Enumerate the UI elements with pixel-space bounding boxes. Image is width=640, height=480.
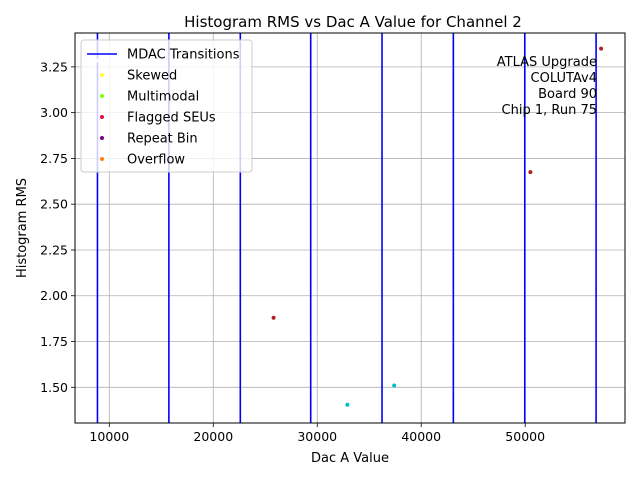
legend-label: Overflow bbox=[127, 153, 185, 168]
y-tick-label: 3.25 bbox=[40, 59, 68, 74]
legend-point-marker bbox=[100, 94, 104, 98]
legend-label: MDAC Transitions bbox=[127, 48, 240, 63]
legend-label: Multimodal bbox=[127, 90, 199, 105]
y-tick-label: 3.00 bbox=[40, 105, 68, 120]
legend-label: Flagged SEUs bbox=[127, 111, 216, 126]
y-tick-label: 2.25 bbox=[40, 242, 68, 257]
legend-point-marker bbox=[100, 136, 104, 140]
x-axis-label: Dac A Value bbox=[311, 451, 389, 466]
data-point bbox=[599, 46, 604, 51]
legend-point-marker bbox=[100, 115, 104, 119]
run-info-annotation: ATLAS Upgrade COLUTAv4 Board 90 Chip 1, … bbox=[497, 55, 597, 118]
x-tick-label: 50000 bbox=[505, 429, 545, 444]
y-tick-label: 2.50 bbox=[40, 197, 68, 212]
annotation-line-3: Board 90 bbox=[538, 87, 597, 102]
legend-label: Skewed bbox=[127, 69, 177, 84]
legend-entries: MDAC Transitions Skewed Multimodal Flagged … bbox=[87, 48, 240, 168]
annotation-line-4: Chip 1, Run 75 bbox=[502, 103, 597, 118]
x-axis-ticks: 10000 20000 30000 40000 50000 bbox=[89, 423, 545, 444]
legend-point-marker bbox=[100, 157, 104, 161]
annotation-line-2: COLUTAv4 bbox=[531, 71, 597, 86]
annotation-line-1: ATLAS Upgrade bbox=[497, 55, 597, 70]
data-point bbox=[345, 402, 350, 407]
plot-area-frame bbox=[74, 32, 626, 424]
legend-box bbox=[80, 39, 253, 173]
data-point bbox=[528, 170, 533, 175]
data-point bbox=[271, 315, 276, 320]
legend-label: Repeat Bin bbox=[127, 132, 198, 147]
y-tick-label: 2.00 bbox=[40, 288, 68, 303]
x-tick-label: 30000 bbox=[297, 429, 337, 444]
y-tick-label: 2.75 bbox=[40, 151, 68, 166]
y-tick-label: 1.50 bbox=[40, 380, 68, 395]
y-tick-label: 1.75 bbox=[40, 334, 68, 349]
y-axis-ticks: 1.50 1.75 2.00 2.25 2.50 2.75 3.00 3.25 bbox=[40, 59, 75, 395]
y-axis-label: Histogram RMS bbox=[15, 178, 30, 278]
chart-title: Histogram RMS vs Dac A Value for Channel… bbox=[184, 13, 522, 31]
legend: MDAC Transitions Skewed Multimodal Flagged … bbox=[80, 39, 253, 173]
x-tick-label: 40000 bbox=[401, 429, 441, 444]
x-tick-label: 20000 bbox=[193, 429, 233, 444]
data-point bbox=[392, 383, 397, 388]
x-tick-label: 10000 bbox=[89, 429, 129, 444]
legend-point-marker bbox=[100, 73, 104, 77]
